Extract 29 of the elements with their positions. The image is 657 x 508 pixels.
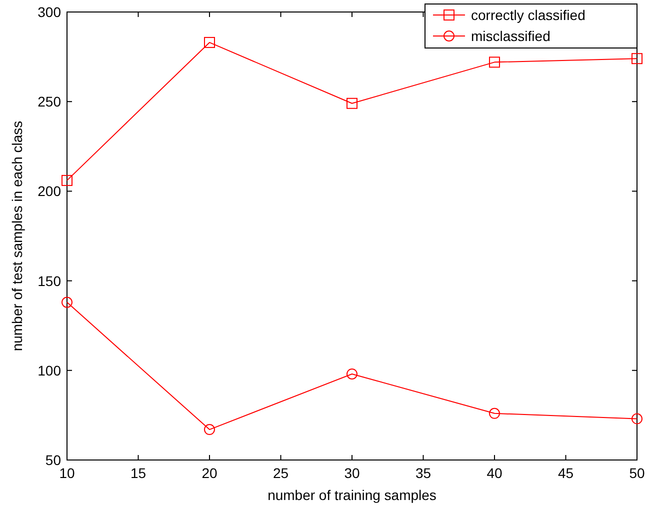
x-tick-label: 30 bbox=[344, 465, 360, 481]
y-tick-label: 300 bbox=[38, 4, 62, 20]
x-tick-label: 15 bbox=[130, 465, 146, 481]
point bbox=[346, 98, 358, 109]
y-tick-label: 50 bbox=[45, 452, 62, 468]
x-tick-label: 50 bbox=[629, 465, 645, 481]
point bbox=[204, 424, 215, 436]
point bbox=[204, 36, 215, 48]
point bbox=[62, 174, 72, 186]
x-tick-label: 10 bbox=[59, 465, 75, 481]
y-tick-label: 150 bbox=[38, 272, 62, 289]
point bbox=[62, 296, 72, 308]
point bbox=[489, 408, 500, 419]
x-tick-label: 20 bbox=[202, 465, 218, 481]
y-tick-label: 250 bbox=[38, 94, 62, 110]
x-tick-label: 40 bbox=[486, 465, 502, 481]
x-axis-title: number of training samples bbox=[268, 487, 436, 503]
point bbox=[632, 53, 642, 64]
x-tick-label: 25 bbox=[272, 465, 289, 481]
point bbox=[489, 56, 500, 68]
y-tick-label: 200 bbox=[38, 183, 62, 200]
legend-label: misclassified bbox=[471, 28, 550, 44]
x-tick-label: 35 bbox=[415, 465, 432, 481]
x-tick-label: 45 bbox=[558, 465, 574, 481]
legend-label: correctly classified bbox=[471, 7, 586, 23]
point bbox=[632, 413, 642, 424]
y-axis-title: number of test samples in each class bbox=[9, 120, 25, 352]
point bbox=[346, 368, 358, 380]
y-tick-label: 100 bbox=[38, 362, 62, 378]
